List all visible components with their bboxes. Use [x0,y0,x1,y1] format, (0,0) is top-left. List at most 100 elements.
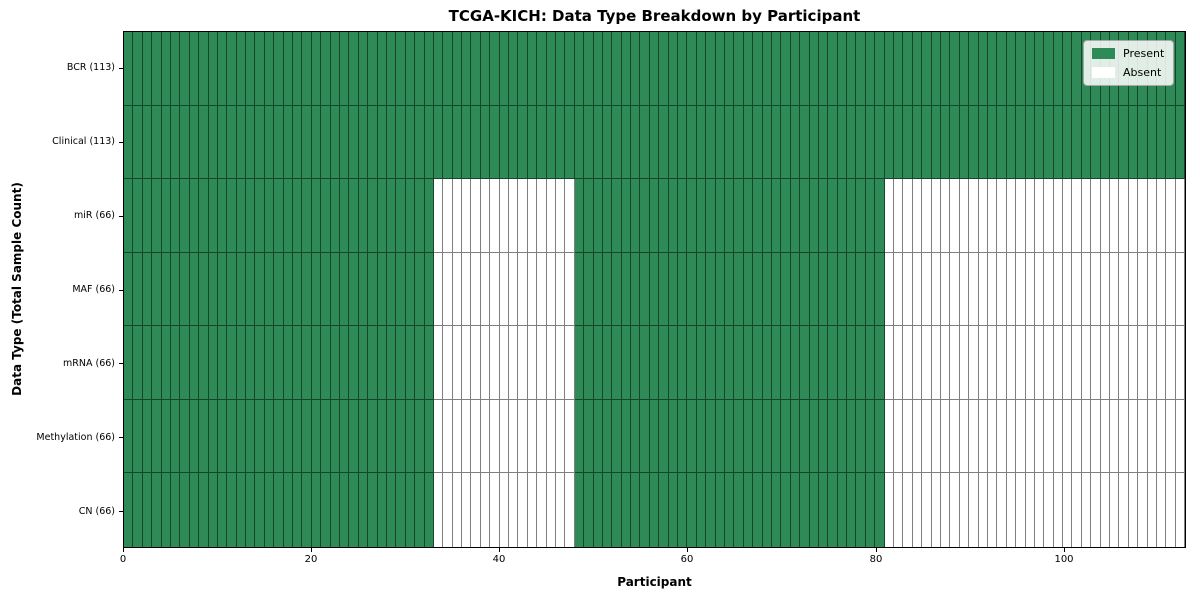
cell-present [931,105,941,180]
cell-present [593,179,603,253]
cell-present [330,179,340,253]
cell-present [640,252,650,327]
cell-absent [1119,473,1129,548]
cell-present [715,105,725,180]
cell-present [1025,105,1035,180]
cell-present [584,252,594,327]
cell-absent [1175,399,1186,474]
cell-present [217,252,228,327]
cell-present [405,326,416,400]
cell-present [659,179,669,253]
cell-absent [1091,179,1101,253]
cell-absent [987,399,998,474]
cell-present [509,105,519,180]
cell-present [875,399,885,474]
cell-present [649,326,660,400]
cell-present [659,326,669,400]
cell-present [612,473,622,548]
cell-present [264,179,275,253]
cell-present [386,32,397,106]
cell-absent [471,473,481,548]
cell-present [274,179,284,253]
cell-present [696,473,707,548]
legend-entry-absent: Absent [1092,66,1164,79]
cell-absent [894,473,904,548]
cell-present [246,399,256,474]
x-tick-label: 40 [492,554,506,565]
legend: Present Absent [1083,40,1175,86]
cell-present [1006,32,1017,106]
cell-present [678,105,688,180]
cell-present [227,252,237,327]
cell-present [189,473,200,548]
y-tick-mark [119,216,123,217]
cell-present [246,473,256,548]
cell-present [969,105,979,180]
cell-present [734,473,744,548]
cell-present [227,32,237,106]
cell-present [612,326,622,400]
cell-present [199,326,209,400]
cell-absent [1044,252,1054,327]
cell-present [124,32,134,106]
cell-absent [987,252,998,327]
cell-present [865,399,876,474]
cell-present [922,32,932,106]
cell-absent [1110,252,1120,327]
x-tick-mark [499,548,500,552]
cell-present [940,105,951,180]
cell-present [321,179,331,253]
cell-present [790,179,801,253]
heatmap-row [124,473,1186,548]
cell-absent [546,399,556,474]
cell-absent [912,326,923,400]
cell-absent [894,326,904,400]
cell-absent [555,473,566,548]
cell-present [189,399,200,474]
cell-absent [1025,179,1035,253]
cell-present [771,252,782,327]
cell-present [443,32,453,106]
cell-present [687,105,697,180]
cell-present [593,326,603,400]
cell-absent [969,326,979,400]
cell-present [856,32,866,106]
cell-present [649,105,660,180]
heatmap-row [124,179,1186,253]
cell-absent [490,252,500,327]
cell-present [377,473,387,548]
cell-present [180,105,190,180]
cell-present [424,473,434,548]
cell-present [311,326,322,400]
cell-present [706,252,716,327]
cell-absent [1119,399,1129,474]
cell-present [368,252,378,327]
cell-absent [987,473,998,548]
cell-absent [433,326,444,400]
cell-present [462,105,472,180]
cell-present [574,399,585,474]
cell-present [208,105,218,180]
cell-absent [1147,179,1157,253]
cell-present [818,252,829,327]
cell-present [865,252,876,327]
cell-present [302,105,312,180]
cell-present [433,32,444,106]
cell-absent [565,179,575,253]
cell-absent [1025,252,1035,327]
cell-absent [978,252,988,327]
cell-absent [940,179,951,253]
cell-present [396,399,406,474]
y-tick-label: CN (66) [78,506,115,517]
cell-present [771,473,782,548]
cell-absent [959,252,970,327]
cell-absent [1156,473,1167,548]
cell-absent [1063,473,1073,548]
cell-present [161,179,171,253]
cell-absent [950,473,960,548]
cell-present [358,252,369,327]
cell-present [687,473,697,548]
cell-absent [1091,473,1101,548]
cell-present [903,32,913,106]
cell-absent [978,473,988,548]
